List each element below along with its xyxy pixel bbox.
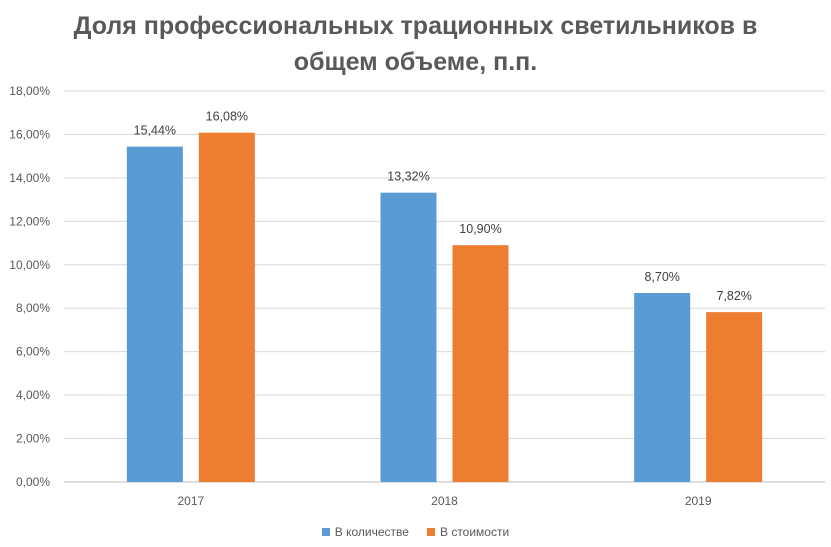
bar-series-1-2019[interactable] <box>634 293 691 482</box>
y-tick-label: 2,00% <box>16 432 50 446</box>
y-tick-label: 12,00% <box>9 214 50 228</box>
bar-series-2-2017[interactable] <box>198 132 255 482</box>
data-label-series-2-2019: 7,82% <box>716 289 751 303</box>
y-tick-label: 6,00% <box>16 345 50 359</box>
legend-label-series-1: В количестве <box>334 525 409 539</box>
legend-swatch-series-2 <box>426 528 435 536</box>
chart-title: Доля профессиональных трационных светиль… <box>0 8 831 80</box>
y-tick-label: 10,00% <box>9 258 50 272</box>
y-tick-label: 14,00% <box>9 171 50 185</box>
y-tick-label: 8,00% <box>16 301 50 315</box>
y-axis-tick-labels: 0,00% 2,00% 4,00% 6,00% 8,00% 10,00% 12,00% 14,… <box>9 84 50 489</box>
legend-item-series-2[interactable]: В стоимости <box>426 525 510 539</box>
y-tick-label: 18,00% <box>9 84 50 98</box>
chart-title-line-2: общем объеме, п.п. <box>293 48 538 76</box>
y-tick-label: 4,00% <box>16 388 50 402</box>
legend: В количестве В стоимости <box>0 525 831 539</box>
data-labels: 15,44% 16,08% 13,32% 10,90% 8,70% 7,82% <box>134 110 752 303</box>
data-label-series-1-2018: 13,32% <box>387 170 429 184</box>
data-label-series-1-2019: 8,70% <box>644 270 679 284</box>
legend-swatch-series-1 <box>321 528 330 536</box>
bar-series-2-2019[interactable] <box>706 312 763 482</box>
gridlines <box>64 90 825 483</box>
x-tick-label-2018: 2018 <box>431 494 458 508</box>
x-axis-tick-labels: 2017 2018 2019 <box>177 494 711 508</box>
bar-series-1-2017[interactable] <box>126 146 183 482</box>
y-tick-label: 16,00% <box>9 127 50 141</box>
y-tick-label: 0,00% <box>16 475 50 489</box>
data-label-series-2-2018: 10,90% <box>459 222 501 236</box>
x-tick-label-2019: 2019 <box>685 494 712 508</box>
bars <box>126 132 763 482</box>
bar-series-1-2018[interactable] <box>380 192 437 482</box>
data-label-series-2-2017: 16,08% <box>206 110 248 124</box>
x-tick-label-2017: 2017 <box>177 494 204 508</box>
legend-item-series-1[interactable]: В количестве <box>321 525 409 539</box>
legend-label-series-2: В стоимости <box>439 525 510 539</box>
bar-series-2-2018[interactable] <box>452 245 509 482</box>
data-label-series-1-2017: 15,44% <box>134 124 176 138</box>
chart-title-line-1: Доля профессиональных трационных светиль… <box>73 12 758 40</box>
